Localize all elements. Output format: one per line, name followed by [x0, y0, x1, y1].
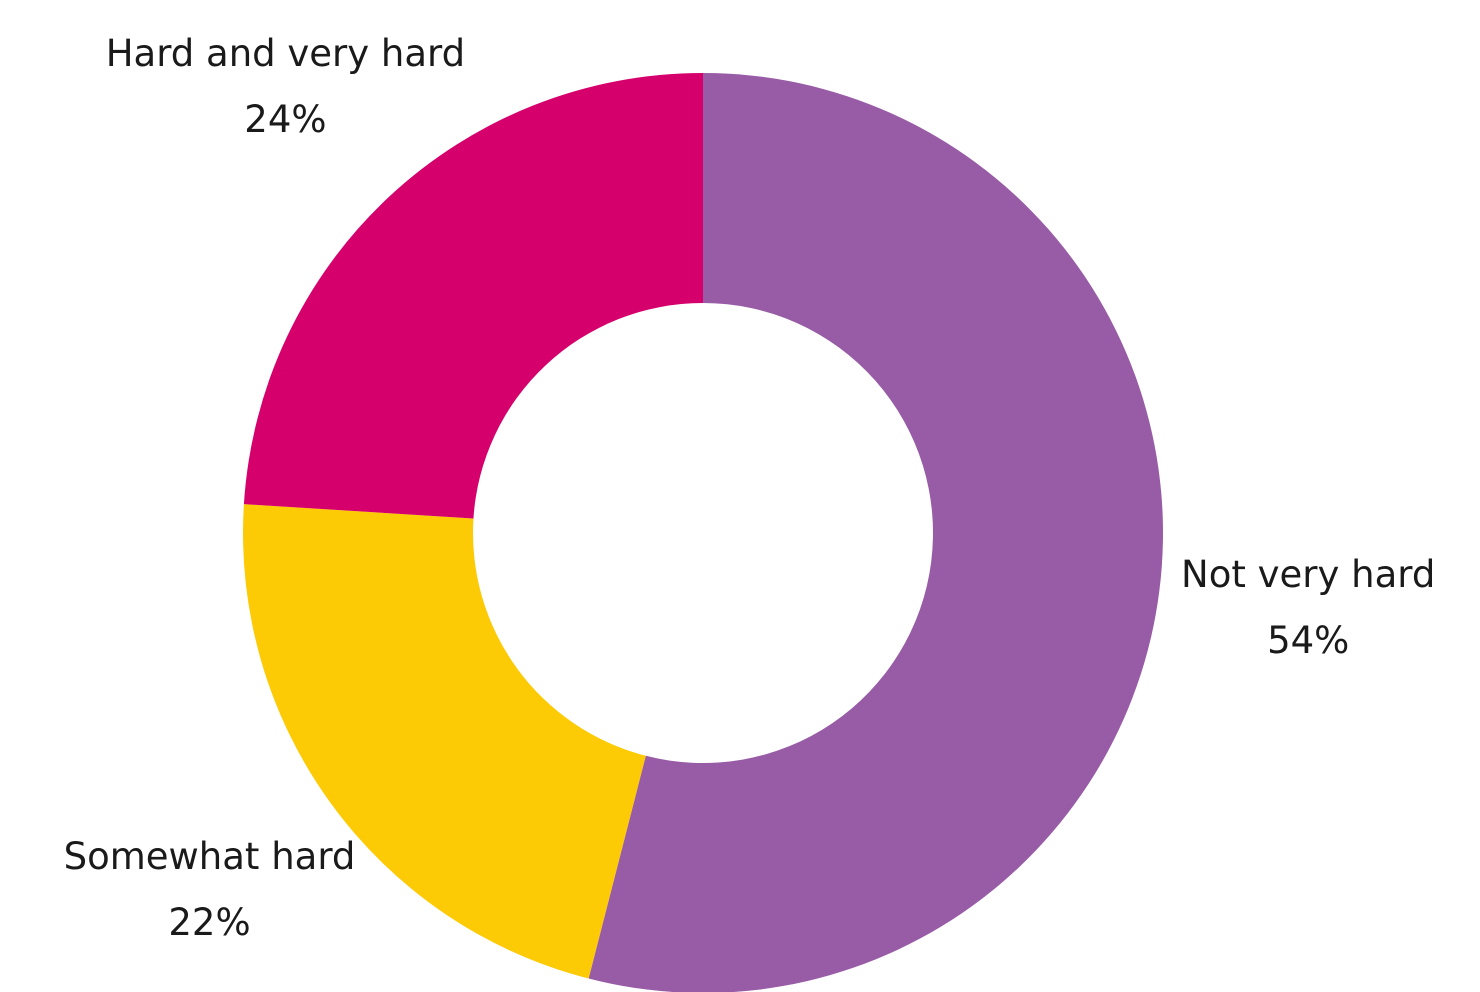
donut-slice [243, 504, 646, 979]
slice-label: Not very hard [1181, 553, 1435, 596]
donut-slice [243, 73, 703, 519]
slice-label: Somewhat hard [64, 835, 356, 878]
value-label: 22% [168, 901, 250, 944]
value-label: 24% [244, 98, 326, 141]
value-label: 54% [1267, 619, 1349, 662]
donut-slice [588, 73, 1163, 992]
slice-label: Hard and very hard [106, 32, 465, 75]
